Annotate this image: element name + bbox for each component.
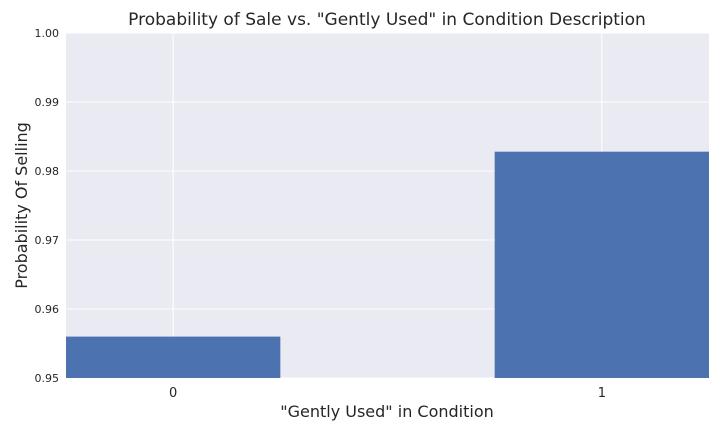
y-axis-ticks: 0.95 0.96 0.97 0.98 0.99 1.00 xyxy=(35,27,60,385)
chart-title: Probability of Sale vs. "Gently Used" in… xyxy=(128,10,646,30)
bar-1 xyxy=(494,151,709,378)
y-tick-label: 0.99 xyxy=(35,96,60,109)
x-axis-label: "Gently Used" in Condition xyxy=(280,402,494,421)
y-tick-label: 0.96 xyxy=(35,303,60,316)
y-axis-label: Probability Of Selling xyxy=(12,122,31,289)
x-tick-label: 0 xyxy=(169,386,177,401)
y-tick-label: 1.00 xyxy=(35,27,60,40)
bar-0 xyxy=(66,336,281,378)
y-tick-label: 0.98 xyxy=(35,165,60,178)
x-tick-label: 1 xyxy=(598,386,606,401)
bars xyxy=(66,151,709,378)
y-tick-label: 0.97 xyxy=(35,234,60,247)
y-tick-label: 0.95 xyxy=(35,372,60,385)
